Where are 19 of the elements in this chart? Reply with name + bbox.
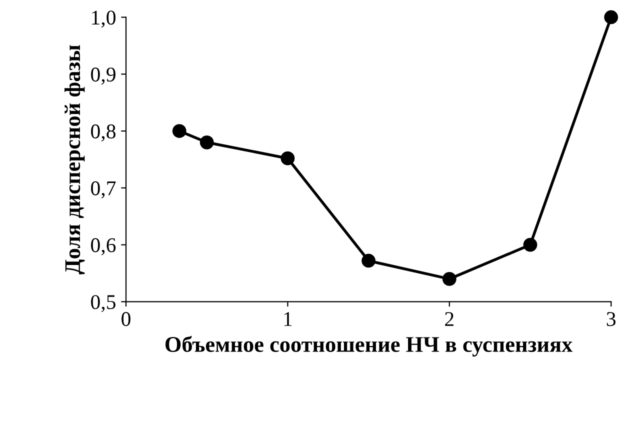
x-tick-label: 1 — [284, 312, 292, 326]
x-tick-label: 3 — [606, 312, 616, 326]
x-tick-label: 2 — [445, 312, 454, 326]
y-tick-label: 0,5 — [91, 295, 116, 312]
point — [604, 10, 618, 24]
y-tick-label: 0,6 — [91, 238, 116, 256]
y-tick-label: 0,9 — [91, 68, 116, 85]
y-tick-label: 0,7 — [91, 181, 116, 198]
point — [362, 254, 376, 268]
point — [442, 272, 456, 286]
point — [172, 124, 186, 138]
point — [200, 135, 214, 150]
x-axis-title: Объемное соотношение НЧ в суспензиях — [165, 336, 573, 357]
x-tick-label: 0 — [122, 312, 130, 326]
y-axis-title: Доля дисперсной фазы — [64, 45, 85, 274]
y-tick-label: 0,8 — [91, 124, 116, 142]
y-tick-label: 1,0 — [92, 10, 116, 28]
point — [280, 151, 295, 166]
point — [523, 238, 538, 252]
